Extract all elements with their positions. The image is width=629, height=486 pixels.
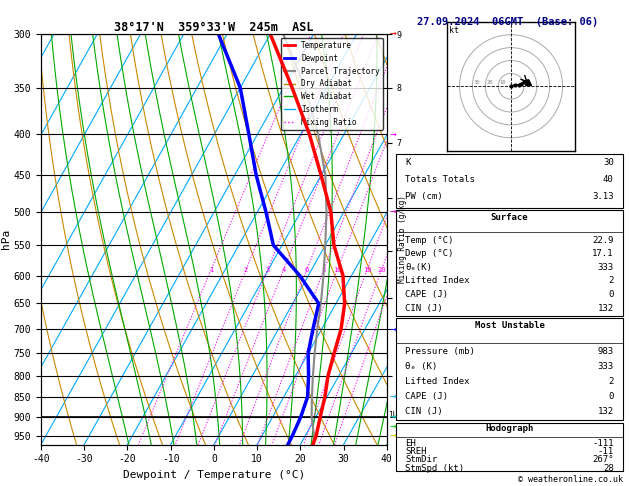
Text: 27.09.2024  06GMT  (Base: 06): 27.09.2024 06GMT (Base: 06)	[417, 17, 599, 27]
Text: 4: 4	[281, 267, 286, 273]
Text: 2: 2	[244, 267, 248, 273]
Text: Pressure (mb): Pressure (mb)	[405, 347, 475, 356]
Text: 10: 10	[333, 267, 342, 273]
Text: Surface: Surface	[491, 213, 528, 222]
Text: 333: 333	[598, 263, 614, 272]
Legend: Temperature, Dewpoint, Parcel Trajectory, Dry Adiabat, Wet Adiabat, Isotherm, Mi: Temperature, Dewpoint, Parcel Trajectory…	[281, 38, 383, 130]
Text: Hodograph: Hodograph	[486, 424, 533, 434]
Text: 6: 6	[304, 267, 309, 273]
Text: 40: 40	[603, 175, 614, 184]
Text: 333: 333	[598, 362, 614, 371]
Text: 1LCL: 1LCL	[388, 411, 406, 420]
Text: 22.9: 22.9	[592, 236, 614, 245]
Title: 38°17'N  359°33'W  245m  ASL: 38°17'N 359°33'W 245m ASL	[114, 21, 314, 34]
Text: 0: 0	[608, 290, 614, 299]
Text: 20: 20	[377, 267, 386, 273]
Text: CAPE (J): CAPE (J)	[405, 392, 448, 401]
Text: K: K	[405, 158, 411, 167]
Text: 20: 20	[487, 80, 493, 85]
Text: SREH: SREH	[405, 447, 427, 456]
Text: 30: 30	[603, 158, 614, 167]
Text: →: →	[390, 29, 397, 39]
Text: StmSpd (kt): StmSpd (kt)	[405, 464, 464, 473]
Text: © weatheronline.co.uk: © weatheronline.co.uk	[518, 474, 623, 484]
Y-axis label: km
ASL: km ASL	[408, 230, 423, 249]
Text: →: →	[390, 421, 397, 432]
Text: 2: 2	[608, 277, 614, 285]
Text: -111: -111	[592, 438, 614, 448]
Text: 10: 10	[499, 80, 506, 85]
Text: →: →	[390, 392, 397, 402]
Text: →: →	[390, 431, 397, 441]
Text: θₑ (K): θₑ (K)	[405, 362, 438, 371]
Text: Lifted Index: Lifted Index	[405, 277, 470, 285]
Text: Dewp (°C): Dewp (°C)	[405, 249, 454, 259]
Text: 3: 3	[265, 267, 270, 273]
Text: θₑ(K): θₑ(K)	[405, 263, 432, 272]
Text: →: →	[390, 412, 397, 422]
Text: kt: kt	[449, 26, 459, 35]
Text: 8: 8	[322, 267, 326, 273]
Text: 132: 132	[598, 407, 614, 416]
Text: 17.1: 17.1	[592, 249, 614, 259]
Text: 16: 16	[363, 267, 371, 273]
X-axis label: Dewpoint / Temperature (°C): Dewpoint / Temperature (°C)	[123, 470, 305, 480]
Text: Most Unstable: Most Unstable	[474, 321, 545, 330]
Text: 267°: 267°	[592, 455, 614, 465]
Text: 132: 132	[598, 304, 614, 312]
Text: 1: 1	[209, 267, 213, 273]
Text: CIN (J): CIN (J)	[405, 407, 443, 416]
Text: CIN (J): CIN (J)	[405, 304, 443, 312]
Text: Mixing Ratio (g/kg): Mixing Ratio (g/kg)	[398, 195, 407, 283]
Text: →: →	[390, 207, 397, 217]
Text: StmDir: StmDir	[405, 455, 438, 465]
Text: 2: 2	[608, 377, 614, 386]
Text: →: →	[390, 129, 397, 139]
Text: PW (cm): PW (cm)	[405, 192, 443, 202]
Text: 28: 28	[603, 464, 614, 473]
Text: 983: 983	[598, 347, 614, 356]
Text: -11: -11	[598, 447, 614, 456]
Text: 3.13: 3.13	[592, 192, 614, 202]
Text: Temp (°C): Temp (°C)	[405, 236, 454, 245]
Text: 30: 30	[474, 80, 480, 85]
Y-axis label: hPa: hPa	[1, 229, 11, 249]
Text: CAPE (J): CAPE (J)	[405, 290, 448, 299]
Text: Totals Totals: Totals Totals	[405, 175, 475, 184]
Text: →: →	[390, 324, 397, 334]
Text: Lifted Index: Lifted Index	[405, 377, 470, 386]
Text: EH: EH	[405, 438, 416, 448]
Text: 0: 0	[608, 392, 614, 401]
